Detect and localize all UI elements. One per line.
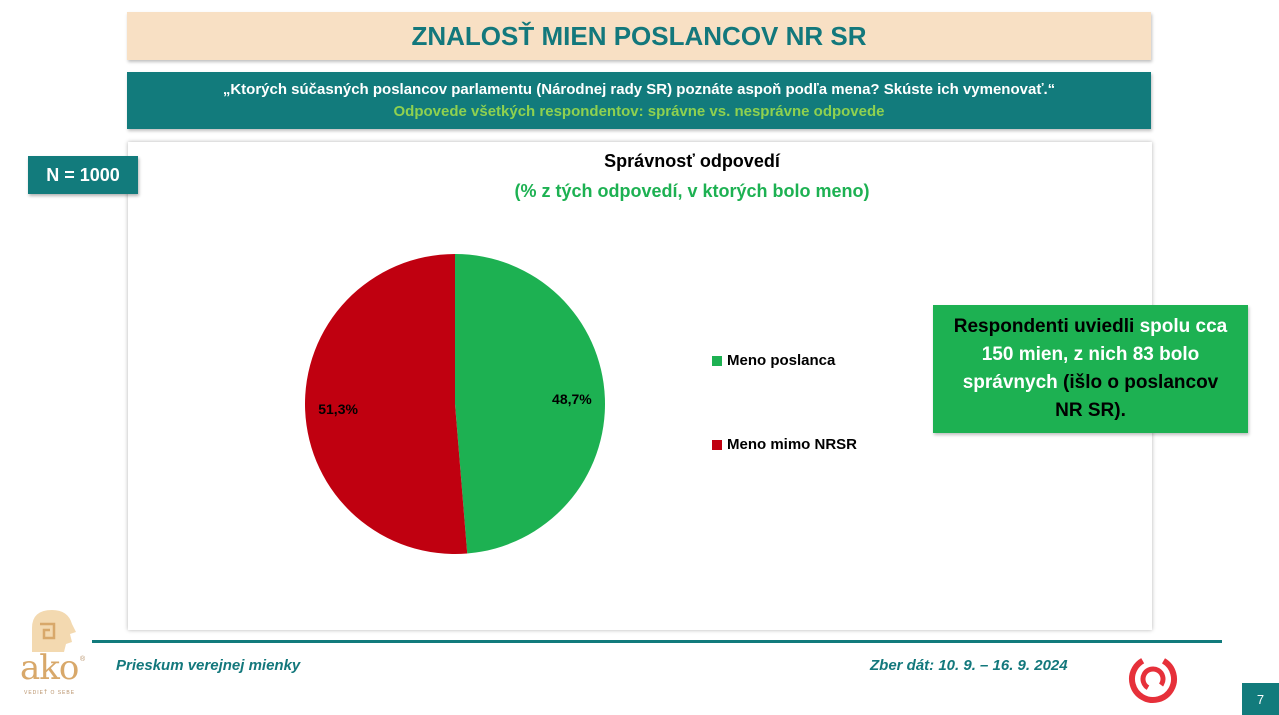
pie-data-label-1: 48,7% [552,391,592,407]
chart-title: Správnosť odpovedí [604,151,780,171]
sample-size-badge: N = 1000 [28,156,138,194]
callout-text-2: spolu cca 150 mien, z nich 83 bolo [981,316,1228,365]
footer-date-label: Zber dát: 10. 9. – 16. 9. 2024 [870,657,1068,674]
registered-mark: ® [80,656,86,663]
ako-logo: ako ® VEDIEŤ O SEBE [18,606,90,706]
survey-question: „Ktorých súčasných poslancov parlamentu … [222,80,1056,98]
legend-item-meno-poslanca: Meno poslanca [712,352,835,369]
survey-subtitle: Odpovede všetkých respondentov: správne … [393,102,885,120]
legend-item-meno-mimo-nrsr: Meno mimo NRSR [712,436,857,453]
legend-label: Meno poslanca [727,352,836,369]
callout-text-3: správnych [962,372,1058,393]
page-number: 7 [1242,683,1279,715]
ako-tagline: VEDIEŤ O SEBE [24,690,76,696]
callout-box: Respondenti uviedli spolu cca 150 mien, … [933,305,1248,433]
legend-swatch-green [712,355,722,366]
swirl-logo-icon [1129,655,1177,703]
chart-subtitle: (% z tých odpovedí, v ktorých bolo meno) [514,181,870,201]
callout-text-4: (išlo o poslancov NR SR). [1055,372,1219,421]
title-banner: ZNALOSŤ MIEN POSLANCOV NR SR [127,12,1151,60]
question-banner: „Ktorých súčasných poslancov parlamentu … [127,72,1151,129]
footer-survey-label: Prieskum verejnej mienky [116,657,301,674]
legend-label: Meno mimo NRSR [727,436,858,453]
pie-slice-2 [305,254,468,554]
callout-text-1: Respondenti uviedli [953,316,1140,337]
pie-data-label-2: 51,3% [318,401,358,417]
footer-divider [92,640,1222,643]
head-profile-icon [32,610,76,652]
pie-slice-1 [455,254,606,554]
legend-swatch-red [712,439,722,450]
ako-wordmark: ako [20,648,79,688]
page-title: ZNALOSŤ MIEN POSLANCOV NR SR [411,20,867,51]
